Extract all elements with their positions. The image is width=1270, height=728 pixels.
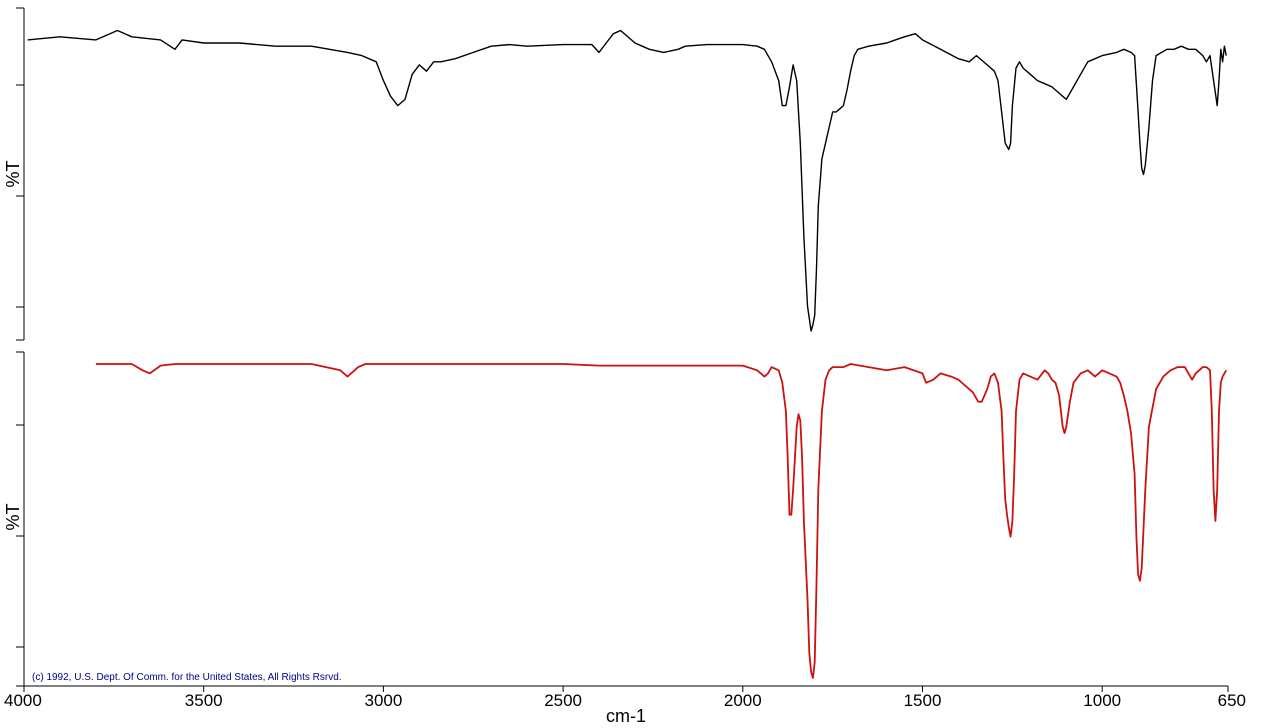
x-tick-label: 4000 <box>4 691 42 710</box>
x-tick-label: 1500 <box>904 691 942 710</box>
x-axis: 4000 3500 3000 2500 2000 1500 1000 650 cm-1 <box>4 685 1246 726</box>
upper-y-axis-ticks <box>16 7 24 341</box>
x-tick-label: 3500 <box>185 691 223 710</box>
x-axis-title: cm-1 <box>606 706 646 726</box>
x-tick-label: 2000 <box>724 691 762 710</box>
lower-spectrum-panel: %T (c) 1992, U.S. Dept. Of Comm. for the… <box>3 351 1227 687</box>
copyright-notice: (c) 1992, U.S. Dept. Of Comm. for the Un… <box>32 672 342 683</box>
x-axis-ticks: 4000 3500 3000 2500 2000 1500 1000 650 <box>4 686 1246 710</box>
lower-spectrum-line <box>95 363 1227 679</box>
upper-spectrum-panel: %T <box>3 7 1227 341</box>
upper-y-axis-title: %T <box>3 160 23 187</box>
x-tick-label: 1000 <box>1083 691 1121 710</box>
x-tick-label: 3000 <box>364 691 402 710</box>
lower-y-axis-title: %T <box>3 503 23 530</box>
x-tick-label: 2500 <box>544 691 582 710</box>
x-tick-label: 650 <box>1218 691 1246 710</box>
lower-y-axis-ticks <box>16 351 24 687</box>
upper-spectrum-line <box>27 29 1227 332</box>
